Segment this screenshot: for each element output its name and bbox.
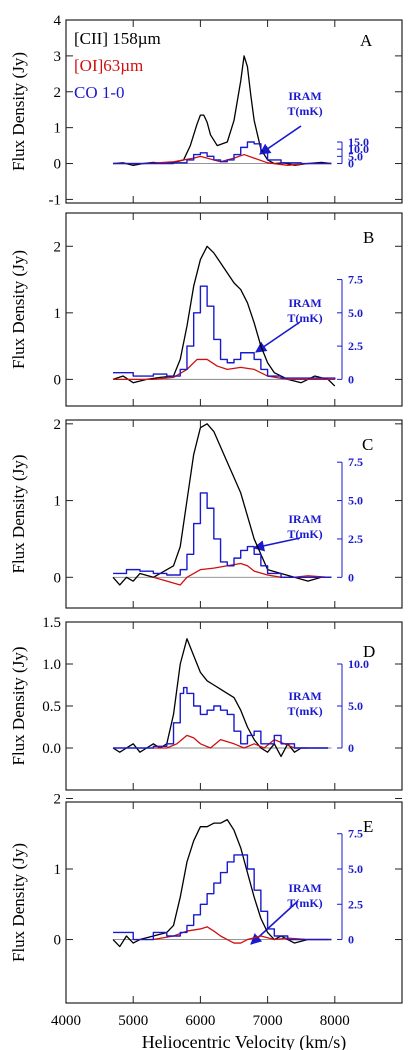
- y-tick-label: 0.0: [42, 741, 61, 757]
- right-axis-tick-label: 2.5: [348, 897, 363, 911]
- y-tick-label: 0: [54, 570, 62, 586]
- x-tick-label: 6000: [185, 1013, 215, 1029]
- legend-cii: [CII] 158µm: [74, 29, 161, 48]
- cii-line: [112, 818, 332, 948]
- right-axis-tick-label: 7.5: [348, 827, 363, 841]
- iram-label: IRAM: [288, 689, 321, 703]
- panel-frame: [65, 212, 403, 407]
- x-tick-label: 8000: [320, 1013, 350, 1029]
- right-axis-tick-label: 10.0: [348, 142, 369, 156]
- iram-label: IRAM: [288, 296, 321, 310]
- co-step-line: [113, 285, 336, 380]
- y-axis-label: Flux Density (Jy): [9, 250, 28, 369]
- legend-co: CO 1-0: [74, 83, 125, 102]
- iram-label: IRAM: [288, 512, 321, 526]
- right-axis-tick-label: 0: [348, 372, 354, 386]
- co-step-line: [113, 141, 332, 165]
- legend-oi: [OI]63µm: [74, 56, 143, 75]
- y-tick-label: 3: [54, 49, 62, 65]
- y-axis-label: Flux Density (Jy): [9, 455, 28, 574]
- right-axis-tick-label: 0: [348, 933, 354, 947]
- right-axis-tick-label: 0: [348, 570, 354, 584]
- y-tick-label: 0: [54, 372, 62, 388]
- pointer-arrow: [255, 321, 301, 353]
- panel-frame: [65, 19, 403, 204]
- x-tick-label: 4000: [51, 1013, 81, 1029]
- panel-frame: [65, 801, 403, 1004]
- panel-letter: E: [363, 817, 373, 836]
- right-axis-tick-label: 5.0: [348, 699, 363, 713]
- x-axis-label: Heliocentric Velocity (km/s): [142, 1032, 347, 1050]
- iram-unit-label: T(mK): [287, 704, 322, 718]
- x-tick-label: 5000: [118, 1013, 148, 1029]
- y-tick-label: 0.5: [42, 699, 61, 715]
- co-step-line: [113, 492, 332, 579]
- y-axis-label: Flux Density (Jy): [9, 647, 28, 766]
- panel-letter: A: [360, 31, 373, 50]
- y-tick-label: 2: [54, 417, 62, 433]
- oi-line: [153, 926, 329, 944]
- right-axis-tick-label: 5.0: [348, 862, 363, 876]
- cii-line: [112, 423, 332, 586]
- right-axis-tick-label: 5.0: [348, 306, 363, 320]
- right-axis-tick-label: 5.0: [348, 494, 363, 508]
- y-axis-label: Flux Density (Jy): [9, 843, 28, 962]
- y-tick-label: 1.5: [42, 615, 61, 631]
- panel-letter: C: [362, 435, 373, 454]
- iram-label: IRAM: [288, 881, 321, 895]
- pointer-arrow: [259, 125, 302, 155]
- panel-letter: B: [363, 228, 374, 247]
- right-axis-tick-label: 2.5: [348, 532, 363, 546]
- co-step-line: [113, 854, 332, 941]
- y-tick-label: 2: [54, 239, 62, 255]
- right-axis-tick-label: 5.0: [348, 149, 363, 163]
- y-tick-label: 1: [54, 862, 62, 878]
- y-tick-label: 2: [54, 85, 62, 101]
- y-tick-label: -1: [49, 192, 62, 208]
- panel-letter: D: [363, 642, 375, 661]
- right-axis-tick-label: 7.5: [348, 455, 363, 469]
- pointer-arrow: [252, 537, 301, 552]
- panel-frame: [65, 419, 403, 609]
- iram-unit-label: T(mK): [287, 311, 322, 325]
- iram-unit-label: T(mK): [287, 104, 322, 118]
- iram-unit-label: T(mK): [287, 527, 322, 541]
- y-tick-label: 4: [54, 13, 62, 29]
- y-tick-label: 1: [54, 306, 62, 322]
- iram-label: IRAM: [288, 89, 321, 103]
- right-axis-tick-label: 0: [348, 157, 354, 171]
- y-tick-label: 2: [54, 791, 62, 807]
- y-axis-label: Flux Density (Jy): [9, 52, 28, 171]
- right-axis-tick-label: 10.0: [348, 657, 369, 671]
- right-axis-tick-label: 7.5: [348, 273, 363, 287]
- oi-line: [153, 734, 308, 749]
- y-tick-label: 1: [54, 494, 62, 510]
- y-tick-label: 0: [54, 157, 62, 173]
- co-step-line: [113, 686, 329, 749]
- x-tick-label: 7000: [253, 1013, 283, 1029]
- right-axis-tick-label: 15.0: [348, 135, 369, 149]
- right-axis-tick-label: 2.5: [348, 339, 363, 353]
- iram-unit-label: T(mK): [287, 896, 322, 910]
- y-tick-label: 1: [54, 121, 62, 137]
- right-axis-tick-label: 0: [348, 741, 354, 755]
- y-tick-label: 0: [54, 933, 62, 949]
- y-tick-label: 1.0: [42, 657, 61, 673]
